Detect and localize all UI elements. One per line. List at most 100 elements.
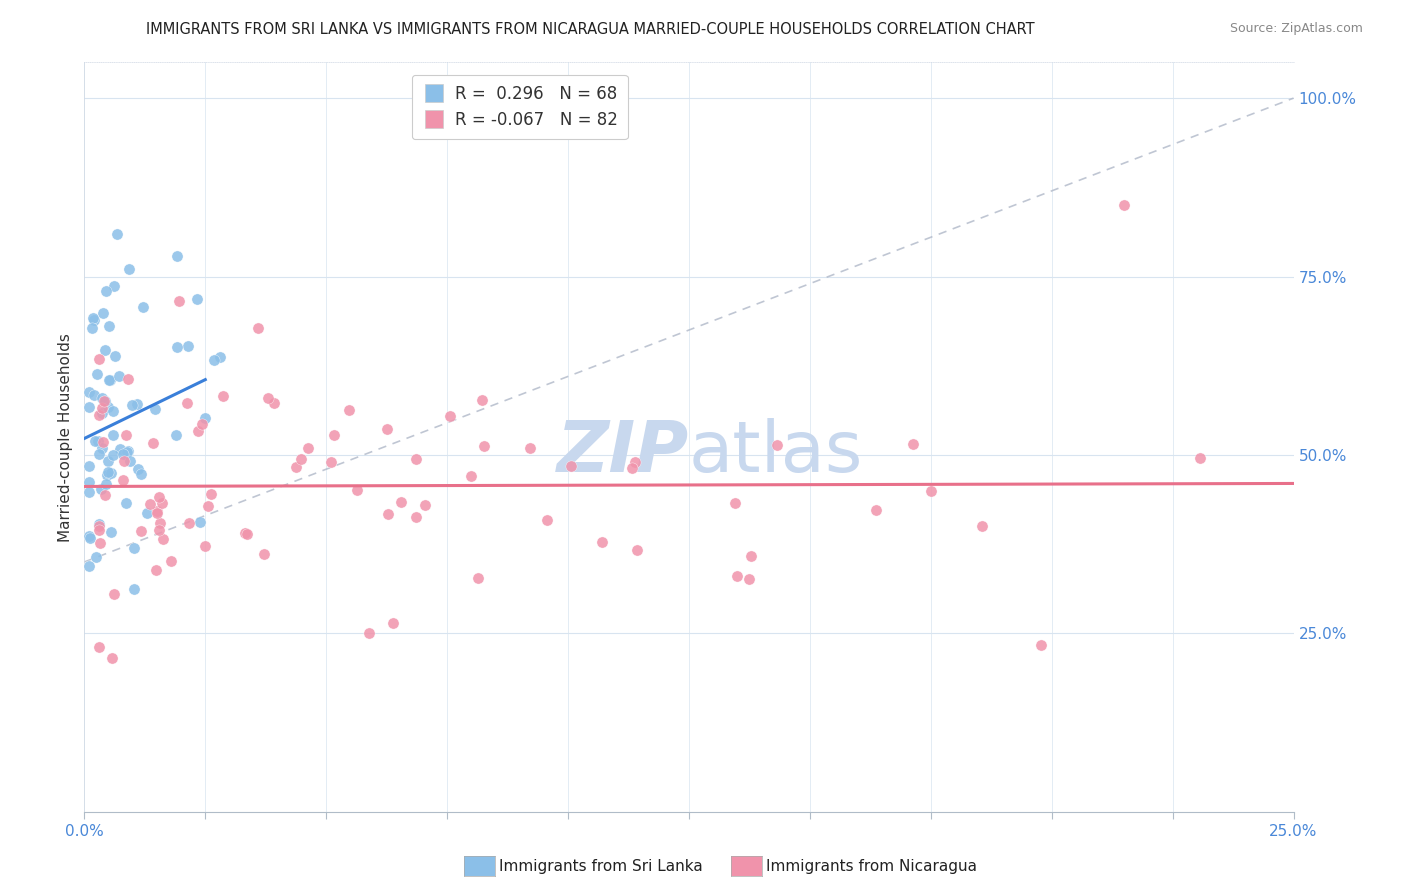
Point [467,571,489,585]
Point [87,351,110,366]
Point [97,400,120,414]
Point [100,524,122,539]
Text: Immigrants from Sri Lanka: Immigrants from Sri Lanka [499,859,703,873]
Point [115,445,138,459]
Point [253,547,276,561]
Point [624,455,647,469]
Point [536,513,558,527]
Point [91,391,114,405]
Point [112,447,135,461]
Point [79,532,101,546]
Point [86,549,108,564]
Point [118,262,141,277]
Point [560,458,582,473]
Point [129,524,152,538]
Point [519,441,541,455]
Point [152,532,174,546]
Point [121,398,143,412]
Point [460,469,482,483]
Point [90,482,112,496]
Point [105,227,128,241]
Point [86,434,108,448]
Point [591,534,613,549]
Point [82,311,104,326]
Point [104,349,127,363]
Point [148,490,170,504]
Point [103,278,125,293]
Point [101,428,124,442]
Point [290,452,312,467]
Point [127,462,149,476]
Point [103,587,125,601]
Point [740,549,762,563]
Point [77,559,100,574]
Point [96,468,118,483]
Point [89,536,111,550]
Point [108,442,131,456]
Point [901,437,924,451]
Point [200,487,222,501]
Point [114,496,136,510]
Point [97,453,120,467]
Point [186,292,208,306]
Point [233,525,256,540]
Text: atlas: atlas [689,417,863,486]
Point [263,396,285,410]
Point [77,384,100,399]
Point [197,499,219,513]
Point [145,507,167,521]
Point [97,318,120,333]
Point [115,428,138,442]
Point [766,438,789,452]
Point [143,402,166,417]
Point [149,516,172,530]
Text: ZIP: ZIP [557,417,689,486]
Point [167,293,190,308]
Point [87,517,110,532]
Point [129,467,152,481]
Point [100,466,122,480]
Text: IMMIGRANTS FROM SRI LANKA VS IMMIGRANTS FROM NICARAGUA MARRIED-COUPLE HOUSEHOLDS: IMMIGRANTS FROM SRI LANKA VS IMMIGRANTS … [146,22,1035,37]
Point [117,444,139,458]
Point [865,503,887,517]
Point [166,249,188,263]
Point [439,409,461,423]
Point [323,428,346,442]
Point [176,395,198,409]
Point [148,523,170,537]
Point [87,524,110,538]
Point [86,367,108,381]
Point [1031,638,1053,652]
Point [125,397,148,411]
Point [202,353,225,368]
Point [381,615,404,630]
Point [112,474,135,488]
Point [284,460,307,475]
Point [211,389,233,403]
Point [83,434,105,448]
Point [94,285,117,299]
Point [100,373,122,387]
Point [738,572,761,586]
Point [91,434,114,449]
Point [91,441,114,455]
Point [191,417,214,431]
Point [474,439,496,453]
Point [165,428,187,442]
Point [194,539,217,553]
Point [138,497,160,511]
Point [177,516,200,530]
Point [257,391,280,405]
Point [83,388,105,402]
Point [122,582,145,596]
Point [405,452,427,467]
Point [101,404,124,418]
Point [94,488,117,502]
Point [77,475,100,490]
Point [132,300,155,314]
Text: Source: ZipAtlas.com: Source: ZipAtlas.com [1230,22,1364,36]
Point [471,393,494,408]
Point [94,393,117,408]
Point [142,436,165,450]
Point [101,650,124,665]
